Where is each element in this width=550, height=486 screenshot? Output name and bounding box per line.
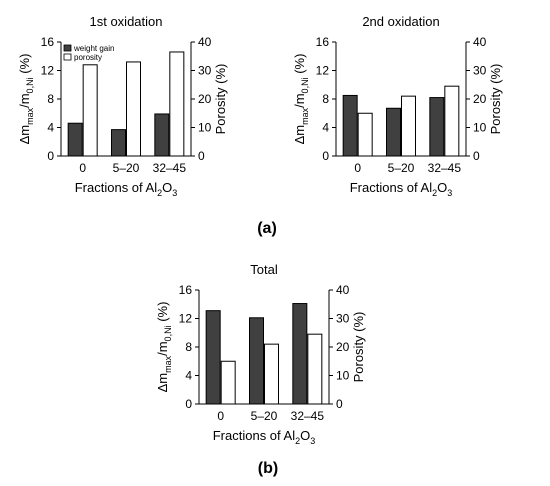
x-tick-label: 32–45 [291,409,325,423]
bar-weight-gain [67,122,83,157]
left-tick-label: 0 [322,149,329,163]
chart-title: 1st oxidation [90,14,163,29]
legend-swatch-porosity [63,53,72,61]
right-tick-label: 40 [473,35,487,49]
right-tick-label: 40 [198,35,212,49]
right-axis-label: Porosity (%) [488,64,503,135]
bar-porosity [444,85,460,157]
left-tick-label: 0 [47,149,54,163]
right-tick-label: 30 [473,64,487,78]
chart-2: 2nd oxidation 0 4 8 12 16 0 10 20 30 40 0 5–20 32–45 F… [292,14,503,198]
x-tick-label: 0 [354,161,361,175]
chart-title: Total [250,262,278,277]
x-tick-label: 5–20 [113,161,140,175]
left-tick-label: 8 [322,92,329,106]
x-tick-label: 0 [79,161,86,175]
bar-porosity [357,112,373,157]
right-tick-label: 20 [473,92,487,106]
right-axis-label: Porosity (%) [213,64,228,135]
left-tick-label: 4 [322,121,329,135]
right-tick-label: 20 [336,340,350,354]
legend-label-porosity: porosity [74,53,102,62]
right-tick-label: 0 [336,397,343,411]
left-tick-label: 8 [47,92,54,106]
bar-porosity [220,360,236,405]
right-tick-label: 10 [198,121,212,135]
left-tick-label: 16 [316,35,330,49]
bar-porosity [401,95,416,157]
bar-weight-gain [292,303,308,405]
panel-label-a: (a) [257,220,277,237]
right-tick-label: 0 [198,149,205,163]
x-tick-label: 32–45 [428,161,462,175]
right-tick-label: 10 [473,121,487,135]
chart-title: 2nd oxidation [362,14,439,29]
bar-weight-gain [429,97,445,157]
x-tick-label: 5–20 [251,409,278,423]
left-axis-label: Δmmax/m0,Ni (%) [292,54,310,145]
chart-1: 1st oxidation 0 4 8 12 16 0 10 20 30 40 0 5–20 32–45 w… [17,14,228,198]
right-axis-label: Porosity (%) [351,312,366,383]
x-tick-label: 32–45 [153,161,187,175]
right-tick-label: 30 [198,64,212,78]
left-tick-label: 16 [179,283,193,297]
bar-weight-gain [386,107,401,157]
left-tick-label: 12 [41,64,55,78]
x-tick-label: 0 [217,409,224,423]
x-axis-label: Fractions of Al2O3 [75,180,178,198]
left-tick-label: 8 [185,340,192,354]
panel-label-b: (b) [258,460,278,477]
bar-porosity [264,343,279,405]
bar-weight-gain [249,317,264,405]
left-tick-label: 4 [47,121,54,135]
left-tick-label: 16 [41,35,55,49]
chart-3: Total 0 4 8 12 16 0 10 20 30 40 0 5–20 32–45 Fractions… [155,262,366,446]
bar-weight-gain [154,113,170,157]
left-tick-label: 4 [185,369,192,383]
legend-swatch-weight-gain [63,44,72,52]
x-axis-label: Fractions of Al2O3 [350,180,453,198]
bar-porosity [82,64,98,157]
left-axis-label: Δmmax/m0,Ni (%) [155,302,173,393]
bar-weight-gain [111,129,126,157]
right-tick-label: 20 [198,92,212,106]
x-axis-label: Fractions of Al2O3 [213,428,316,446]
left-tick-label: 12 [316,64,330,78]
right-tick-label: 30 [336,312,350,326]
right-tick-label: 0 [473,149,480,163]
bar-porosity [307,333,323,405]
left-tick-label: 12 [179,312,193,326]
bar-porosity [169,51,185,157]
left-tick-label: 0 [185,397,192,411]
right-tick-label: 10 [336,369,350,383]
legend-label-weight-gain: weight gain [73,44,114,53]
left-axis-label: Δmmax/m0,Ni (%) [17,54,35,145]
right-tick-label: 40 [336,283,350,297]
x-tick-label: 5–20 [388,161,415,175]
bar-weight-gain [205,310,221,405]
bar-weight-gain [342,94,358,157]
bar-porosity [126,61,141,157]
